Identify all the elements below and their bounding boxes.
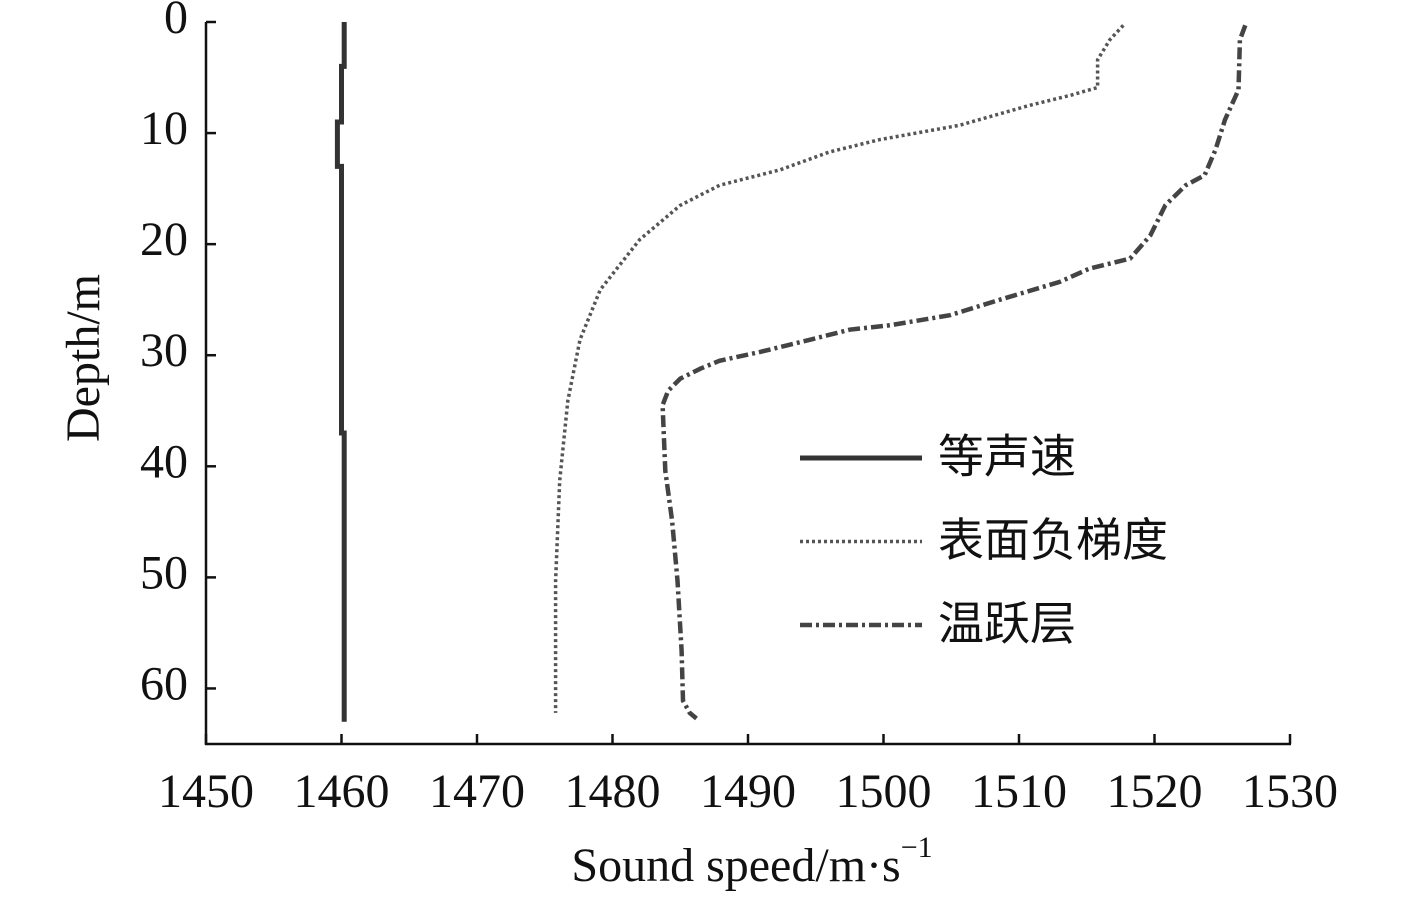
x-axis-label: Sound speed/m·s−1: [571, 831, 932, 892]
y-tick-label: 20: [140, 213, 188, 266]
series-line: [334, 22, 347, 722]
y-tick-label: 60: [140, 657, 188, 710]
legend-label: 温跃层: [938, 597, 1076, 651]
y-tick-label: 30: [140, 324, 188, 377]
x-tick-label: 1510: [971, 765, 1067, 818]
y-tick-label: 10: [140, 102, 188, 155]
legend-label: 表面负梯度: [938, 513, 1168, 567]
y-tick-label: 0: [164, 0, 188, 44]
x-tick-label: 1460: [294, 765, 390, 818]
x-axis-label-text: Sound speed/m·s: [571, 839, 900, 892]
y-axis-label: Depth/m: [57, 274, 110, 442]
x-tick-label: 1530: [1242, 765, 1338, 818]
x-tick-label: 1450: [158, 765, 254, 818]
legend-label: 等声速: [938, 430, 1076, 484]
x-tick-label: 1520: [1107, 765, 1203, 818]
x-tick-label: 1470: [429, 765, 525, 818]
x-tick-label: 1490: [700, 765, 796, 818]
x-tick-label: 1500: [836, 765, 932, 818]
x-tick-label: 1480: [565, 765, 661, 818]
y-tick-label: 40: [140, 435, 188, 488]
x-axis-label-superscript: −1: [901, 831, 933, 864]
series-line: [660, 24, 1248, 721]
y-tick-label: 50: [140, 546, 188, 599]
series-line: [553, 24, 1125, 713]
